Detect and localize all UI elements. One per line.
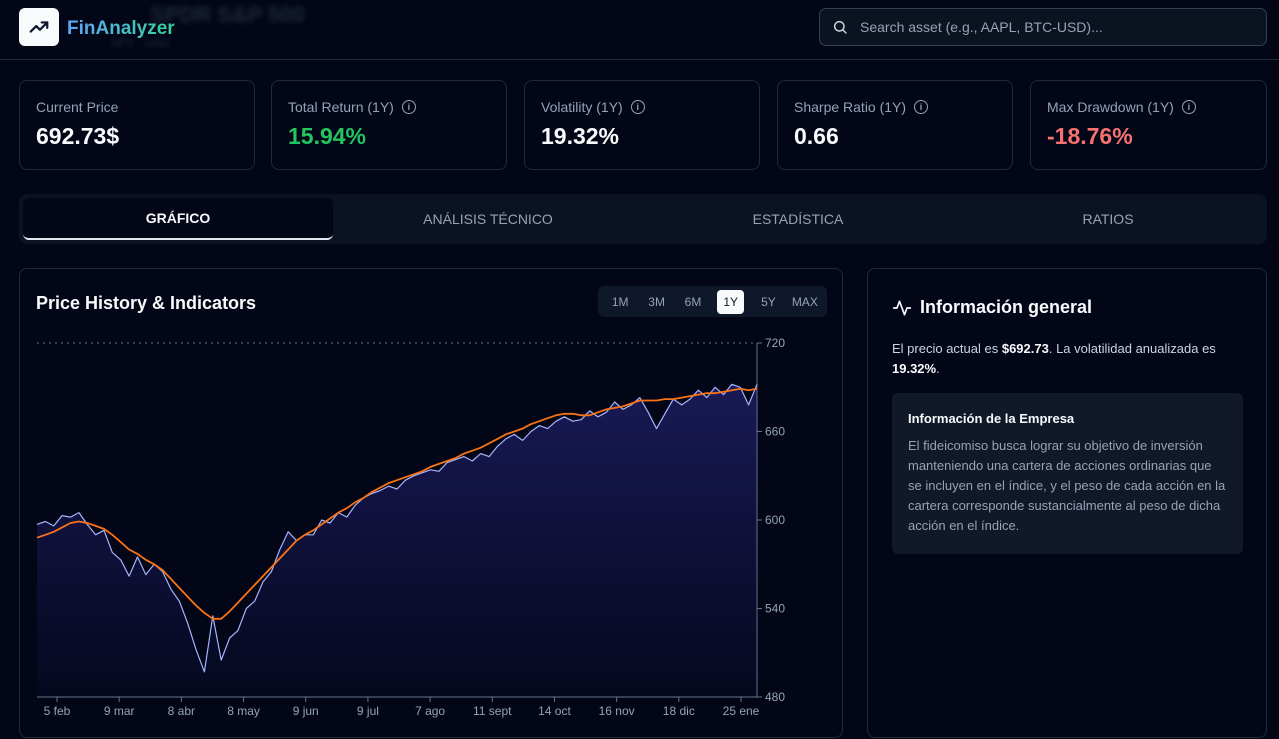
x-tick-label: 25 ene [723,704,760,718]
metric-card: Current Price 692.73$ [19,80,255,170]
tab-1[interactable]: ANÁLISIS TÉCNICO [423,211,553,227]
metric-label: Sharpe Ratio (1Y) i [794,99,996,115]
metric-label: Total Return (1Y) i [288,99,490,115]
x-tick-label: 8 abr [168,704,195,718]
metric-label-text: Volatility (1Y) [541,99,623,115]
metric-card: Max Drawdown (1Y) i -18.76% [1030,80,1267,170]
metric-label-text: Total Return (1Y) [288,99,394,115]
info-icon[interactable]: i [401,100,416,114]
y-tick-label: 600 [765,513,785,527]
company-box: Información de la Empresa El fideicomiso… [892,393,1243,554]
activity-icon [892,300,912,315]
tab-3[interactable]: RATIOS [1082,211,1134,227]
range-button-3m[interactable]: 3M [648,294,665,309]
price-area [37,384,757,697]
range-button-5y[interactable]: 5Y [761,294,776,309]
app-name: FinAnalyzer [67,18,175,39]
info-card: Información general El precio actual es … [867,268,1267,738]
company-description: El fideicomiso busca lograr su objetivo … [908,438,1226,533]
metric-value: -18.76% [1047,123,1133,149]
tab-0[interactable]: GRÁFICO [23,198,333,240]
info-summary: El precio actual es $692.73. La volatili… [892,339,1252,379]
info-text-middle: . La volatilidad anualizada es [1048,341,1216,356]
x-tick-label: 5 feb [44,704,71,718]
x-tick-label: 9 mar [104,704,135,718]
x-tick-label: 11 sept [473,704,512,718]
metric-card: Sharpe Ratio (1Y) i 0.66 [777,80,1013,170]
x-tick-label: 8 may [227,704,260,718]
metric-value: 15.94% [288,123,367,149]
info-price: $692.73 [1001,341,1049,356]
chart-card: 480 540 600 660 720 5 feb 9 mar 8 abr 8 may 9 jun… [19,268,843,738]
y-tick-label: 660 [765,425,785,439]
top-bar: SPDR S&P 500 SPY · USD FinAnalyzer [0,0,1279,60]
metric-value: 19.32% [541,123,620,149]
info-icon[interactable]: i [914,100,929,114]
logo[interactable] [19,8,59,46]
range-button-max[interactable]: MAX [791,294,818,309]
info-text-suffix: . [936,361,940,376]
range-button-1m[interactable]: 1M [611,294,629,309]
x-tick-label: 9 jul [357,704,379,718]
y-tick-label: 480 [765,690,785,704]
metric-label: Max Drawdown (1Y) i [1047,99,1250,115]
y-tick-label: 540 [765,602,785,616]
chart-title: Price History & Indicators [36,293,257,313]
info-icon[interactable]: i [1181,100,1196,114]
metric-card: Volatility (1Y) i 19.32% [524,80,760,170]
metric-value: 0.66 [794,123,839,149]
metric-value: 692.73$ [36,123,120,149]
info-title: Información general [920,297,1093,317]
asset-subtitle-ghost: SPY · USD [110,36,170,50]
metric-label-text: Current Price [36,99,119,115]
metric-label: Current Price [36,99,238,115]
x-tick-label: 7 ago [415,704,445,718]
metric-label-text: Max Drawdown (1Y) [1047,99,1174,115]
x-tick-label: 16 nov [599,704,635,718]
info-header: Información general [892,297,1092,318]
asset-title-ghost: SPDR S&P 500 [150,2,305,27]
moving-average-line [36,387,758,620]
price-chart[interactable]: 480 540 600 660 720 5 feb 9 mar 8 abr 8 may 9 jun… [20,269,844,739]
x-tick-label: 18 dic [663,704,695,718]
range-selector: 1M 3M 6M 1Y 5Y MAX [598,286,827,317]
tab-2[interactable]: ESTADÍSTICA [752,211,844,227]
metric-card: Total Return (1Y) i 15.94% [271,80,507,170]
info-volatility: 19.32% [892,361,937,376]
search-icon [833,20,847,34]
info-text-prefix: El precio actual es [892,341,1002,356]
x-tick-label: 9 jun [293,704,319,718]
company-title: Información de la Empresa [908,411,1075,426]
x-tick-label: 14 oct [538,704,571,718]
info-icon[interactable]: i [630,100,645,114]
search-box[interactable] [819,8,1267,46]
metric-label-text: Sharpe Ratio (1Y) [794,99,907,115]
y-tick-label: 720 [765,336,785,350]
range-button-1y[interactable]: 1Y [717,289,745,314]
metric-label: Volatility (1Y) i [541,99,743,115]
search-input[interactable] [860,19,1240,35]
tab-bar: GRÁFICO ANÁLISIS TÉCNICO ESTADÍSTICA RATIOS [19,194,1267,244]
trending-up-icon [29,21,49,33]
range-button-6m[interactable]: 6M [684,294,702,309]
